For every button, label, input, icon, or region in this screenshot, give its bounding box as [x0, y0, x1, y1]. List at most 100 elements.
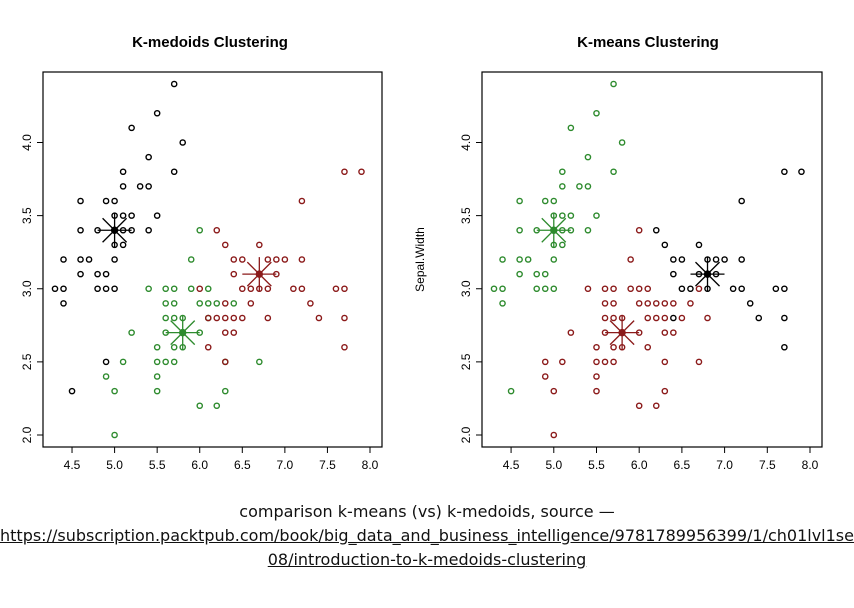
means-cluster-3-point: [798, 168, 805, 176]
medoids-cluster-3-point: [256, 241, 263, 249]
medoids-cluster-2-point: [153, 387, 161, 395]
means-cluster-2-point: [550, 387, 558, 395]
medoids-cluster-1-point: [60, 256, 67, 263]
medoids-cluster-2-point: [213, 402, 221, 410]
means-cluster-3-point: [678, 285, 686, 293]
means-plot-frame: [481, 71, 823, 448]
means-y-tick-label: 2.5: [459, 353, 473, 370]
medoids-cluster-1-point: [85, 256, 93, 263]
means-cluster-2-point: [593, 387, 600, 395]
means-cluster-2-point: [593, 343, 600, 351]
means-cluster-2-point: [652, 300, 660, 307]
means-cluster-1-point: [593, 109, 600, 117]
medoids-y-tick-label: 3.0: [20, 280, 34, 297]
means-cluster-1-point: [490, 285, 498, 293]
medoids-cluster-3-point: [230, 256, 238, 263]
means-cluster-2-point: [593, 373, 600, 380]
means-cluster-2-point: [695, 285, 703, 293]
medoids-cluster-3-point: [298, 285, 306, 293]
medoids-cluster-1-point: [68, 387, 76, 395]
medoids-cluster-3-point: [221, 241, 229, 249]
medoids-cluster-3-point: [247, 300, 255, 307]
medoids-cluster-1-point: [145, 183, 152, 190]
means-y-tick-label: 3.0: [459, 280, 473, 297]
medoids-cluster-2-point: [153, 373, 161, 380]
means-cluster-2-point: [601, 285, 609, 293]
medoids-cluster-3-point: [358, 168, 365, 176]
medoids-cluster-1-point: [111, 197, 118, 205]
means-cluster-2-point: [635, 285, 643, 293]
medoids-cluster-1-point: [102, 197, 110, 205]
cluster-comparison-plots: K-medoids Clustering 4.5 5.0 5.5 6.0 6.5 7.0 7.…: [20, 34, 823, 472]
means-cluster-2-point: [635, 300, 643, 307]
medoids-cluster-1-point: [77, 197, 84, 205]
figure-caption: comparison k-means (vs) k-medoids, sourc…: [0, 500, 854, 572]
medoids-cluster-1-point: [119, 168, 127, 176]
means-cluster-2-point: [559, 358, 566, 366]
medoids-cluster-3-point: [332, 285, 340, 293]
means-cluster-1-point: [584, 153, 592, 161]
medoids-cluster-3-point: [221, 329, 229, 336]
medoids-cluster-3-point: [341, 314, 348, 322]
medoids-cluster-1-point: [94, 270, 101, 278]
medoids-cluster-1-point: [102, 285, 110, 293]
means-cluster-2-point: [695, 358, 703, 366]
means-cluster-2-point: [610, 343, 617, 351]
medoids-cluster-3-point: [264, 285, 272, 293]
medoids-cluster-1-point: [60, 285, 67, 293]
means-cluster-3-point: [721, 256, 728, 263]
medoids-cluster-3-point: [307, 300, 314, 307]
k-medoids-panel: K-medoids Clustering 4.5 5.0 5.5 6.0 6.5 7.0 7.…: [20, 34, 383, 472]
medoids-cluster-2-point: [102, 373, 110, 380]
medoids-cluster-3-point: [238, 285, 246, 293]
star-center-dot: [618, 328, 626, 337]
means-cluster-1-point: [610, 168, 617, 176]
medoids-cluster-2-point: [196, 300, 204, 307]
means-x-tick-label: 5.0: [545, 458, 562, 472]
medoids-cluster-2-point: [145, 285, 152, 293]
means-cluster-2-point: [593, 358, 600, 366]
means-cluster-1-point: [559, 168, 566, 176]
means-y-axis-label: Sepal.Width: [413, 227, 427, 292]
means-cluster-2-point: [627, 285, 634, 293]
star-center-dot: [179, 328, 187, 337]
means-cluster-2-point: [610, 300, 617, 307]
means-cluster-1-point: [499, 300, 506, 307]
means-cluster-1-point: [567, 212, 575, 219]
medoids-cluster-2-point: [204, 300, 212, 307]
means-cluster-3-point: [781, 168, 788, 176]
medoids-cluster-1-point: [102, 358, 110, 366]
means-x-tick-label: 5.5: [588, 458, 605, 472]
medoids-cluster-1-point: [77, 226, 84, 234]
medoids-cluster-2-point: [119, 358, 127, 366]
medoids-cluster-3-point: [238, 314, 246, 322]
means-x-tick-label: 7.5: [759, 458, 776, 472]
medoids-cluster-2-point: [221, 387, 229, 395]
means-cluster-3-point: [738, 197, 745, 205]
means-cluster-1-point: [550, 256, 558, 263]
medoids-cluster-1-point: [119, 241, 127, 249]
means-cluster-3-point: [670, 270, 677, 278]
medoids-cluster-2-point: [170, 300, 178, 307]
means-y-tick-label: 2.0: [459, 426, 473, 443]
means-cluster-3-center-marker: [690, 257, 725, 292]
means-cluster-2-point: [635, 226, 643, 234]
medoids-cluster-3-point: [281, 256, 289, 263]
means-cluster-2-point: [601, 314, 609, 322]
medoids-cluster-2-point: [196, 402, 204, 410]
medoids-cluster-2-point: [230, 300, 238, 307]
means-x-tick-label: 6.0: [631, 458, 648, 472]
medoids-cluster-3-point: [204, 343, 212, 351]
k-means-panel: K-means Clustering 4.5 5.0 5.5 6.0 6.5 7.0 7.5 8…: [413, 34, 823, 472]
means-cluster-3-point: [729, 285, 737, 293]
medoids-cluster-2-point: [170, 358, 178, 366]
means-cluster-1-point: [559, 212, 566, 219]
medoids-cluster-1-point: [119, 183, 127, 190]
medoids-cluster-1-point: [136, 183, 144, 190]
medoids-x-tick-label: 6.0: [191, 458, 208, 472]
source-link-line-1[interactable]: https://subscription.packtpub.com/book/b…: [0, 526, 854, 545]
source-link-line-2[interactable]: 08/introduction-to-k-medoids-clustering: [267, 550, 587, 569]
medoids-cluster-2-point: [204, 285, 212, 293]
medoids-cluster-3-point: [247, 285, 255, 293]
medoids-cluster-3-point: [290, 285, 297, 293]
